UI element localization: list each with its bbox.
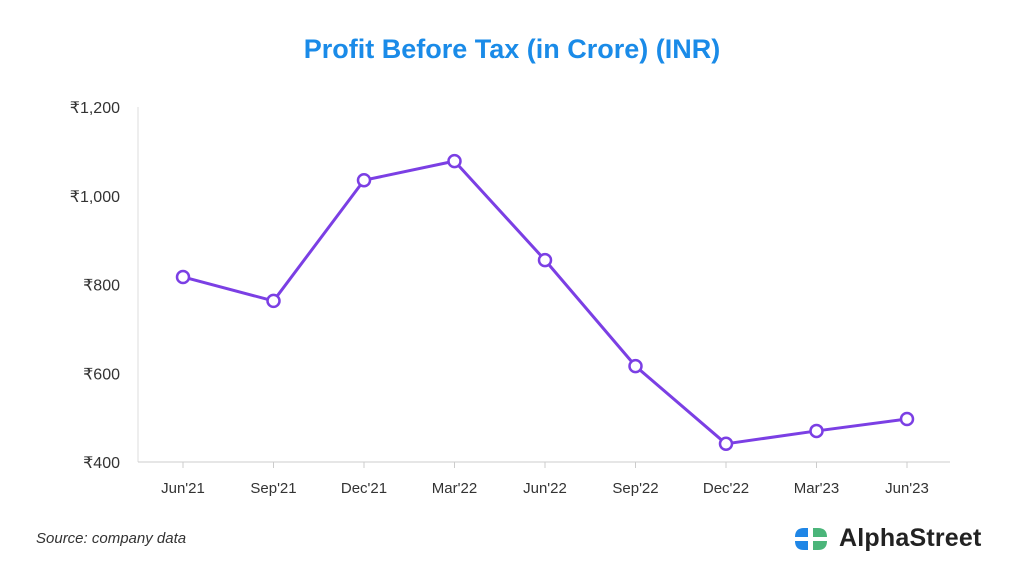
data-point	[809, 423, 824, 439]
data-point	[266, 293, 281, 309]
x-tick-label: Jun'22	[523, 480, 567, 497]
data-point	[175, 269, 191, 285]
data-point	[899, 411, 915, 427]
x-tick-label: Jun'23	[885, 480, 929, 497]
y-tick-label: ₹800	[83, 278, 120, 295]
chart-title: Profit Before Tax (in Crore) (INR)	[303, 34, 721, 64]
y-tick-label: ₹600	[83, 366, 120, 383]
x-tick-label: Dec'21	[341, 480, 387, 497]
y-tick-label: ₹1,000	[70, 189, 120, 206]
x-tick-label: Mar'23	[794, 480, 839, 497]
data-point	[718, 436, 734, 452]
source-note: Source: company data	[36, 530, 187, 547]
series-line	[182, 159, 908, 446]
y-tick-label: ₹1,200	[70, 100, 120, 117]
x-tick-label: Sep'22	[612, 480, 658, 497]
x-tick-label: Sep'21	[250, 480, 296, 497]
x-tick-label: Dec'22	[703, 480, 749, 497]
data-point	[537, 252, 553, 268]
data-point	[628, 358, 643, 374]
x-tick-label: Jun'21	[161, 480, 205, 497]
alphastreet-logo: AlphaStreet	[793, 524, 982, 553]
y-tick-label: ₹400	[83, 455, 120, 472]
brand-name: AlphaStreet	[839, 524, 982, 552]
data-point	[447, 153, 462, 169]
alphastreet-logo-icon	[795, 527, 827, 550]
x-tick-label: Mar'22	[432, 480, 477, 497]
data-point	[356, 172, 372, 188]
